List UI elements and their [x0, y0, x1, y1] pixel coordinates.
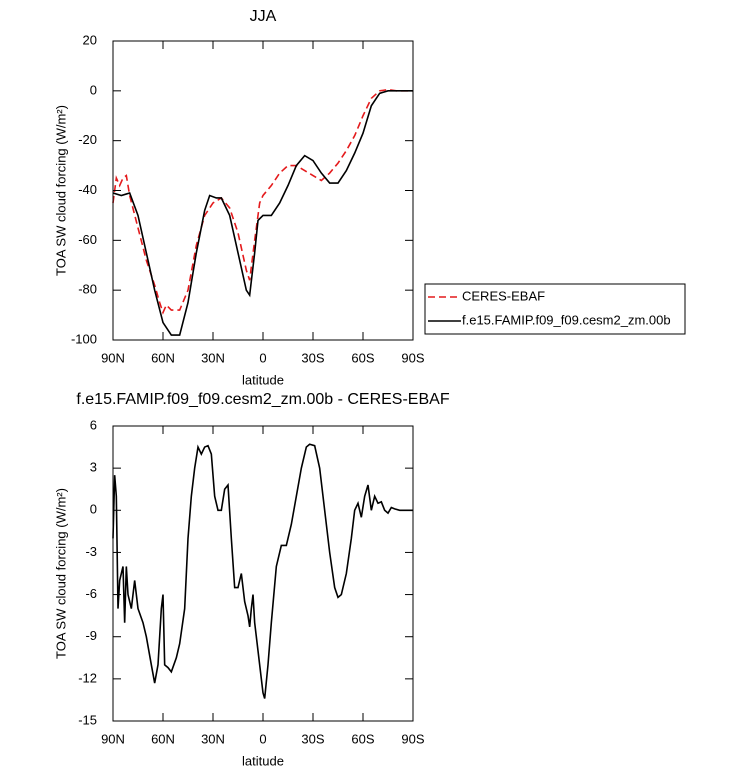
y-tick-label: -3 [85, 544, 97, 559]
data-line [112, 443, 413, 699]
y-tick-label: -80 [78, 282, 97, 297]
x-tick-label: 30S [301, 731, 324, 746]
y-tick-label: -100 [71, 331, 97, 346]
y-tick-label: -12 [78, 670, 97, 685]
y-axis-label: TOA SW cloud forcing (W/m²) [53, 105, 68, 276]
y-tick-label: 0 [90, 502, 97, 517]
x-tick-label: 90N [101, 350, 125, 365]
y-tick-label: -40 [78, 182, 97, 197]
data-line [112, 88, 413, 315]
x-tick-label: 60N [151, 350, 175, 365]
y-tick-label: -60 [78, 232, 97, 247]
y-tick-label: -20 [78, 132, 97, 147]
legend-label: f.e15.FAMIP.f09_f09.cesm2_zm.00b [462, 312, 671, 327]
x-tick-label: 60S [351, 731, 374, 746]
y-tick-label: 20 [83, 32, 97, 47]
chart-title: JJA [250, 8, 277, 25]
y-axis-label: TOA SW cloud forcing (W/m²) [53, 488, 68, 659]
x-tick-label: 30N [201, 731, 225, 746]
legend-label: CERES-EBAF [462, 288, 545, 303]
x-tick-label: 30N [201, 350, 225, 365]
x-tick-label: 60N [151, 731, 175, 746]
x-tick-label: 90S [401, 350, 424, 365]
x-tick-label: 0 [259, 731, 266, 746]
legend-box [424, 283, 686, 335]
x-tick-label: 90N [101, 731, 125, 746]
chart-title: f.e15.FAMIP.f09_f09.cesm2_zm.00b - CERES… [76, 391, 449, 408]
x-tick-label: 90S [401, 731, 424, 746]
y-tick-label: 3 [90, 460, 97, 475]
x-axis-label: latitude [242, 372, 284, 387]
data-line [112, 90, 413, 336]
x-tick-label: 60S [351, 350, 374, 365]
x-axis-label: latitude [242, 753, 284, 768]
x-tick-label: 30S [301, 350, 324, 365]
y-tick-label: 0 [90, 82, 97, 97]
x-tick-label: 0 [259, 350, 266, 365]
y-tick-label: -15 [78, 712, 97, 727]
y-tick-label: 6 [90, 417, 97, 432]
plot-frame [112, 425, 414, 722]
y-tick-label: -9 [85, 628, 97, 643]
y-tick-label: -6 [85, 586, 97, 601]
